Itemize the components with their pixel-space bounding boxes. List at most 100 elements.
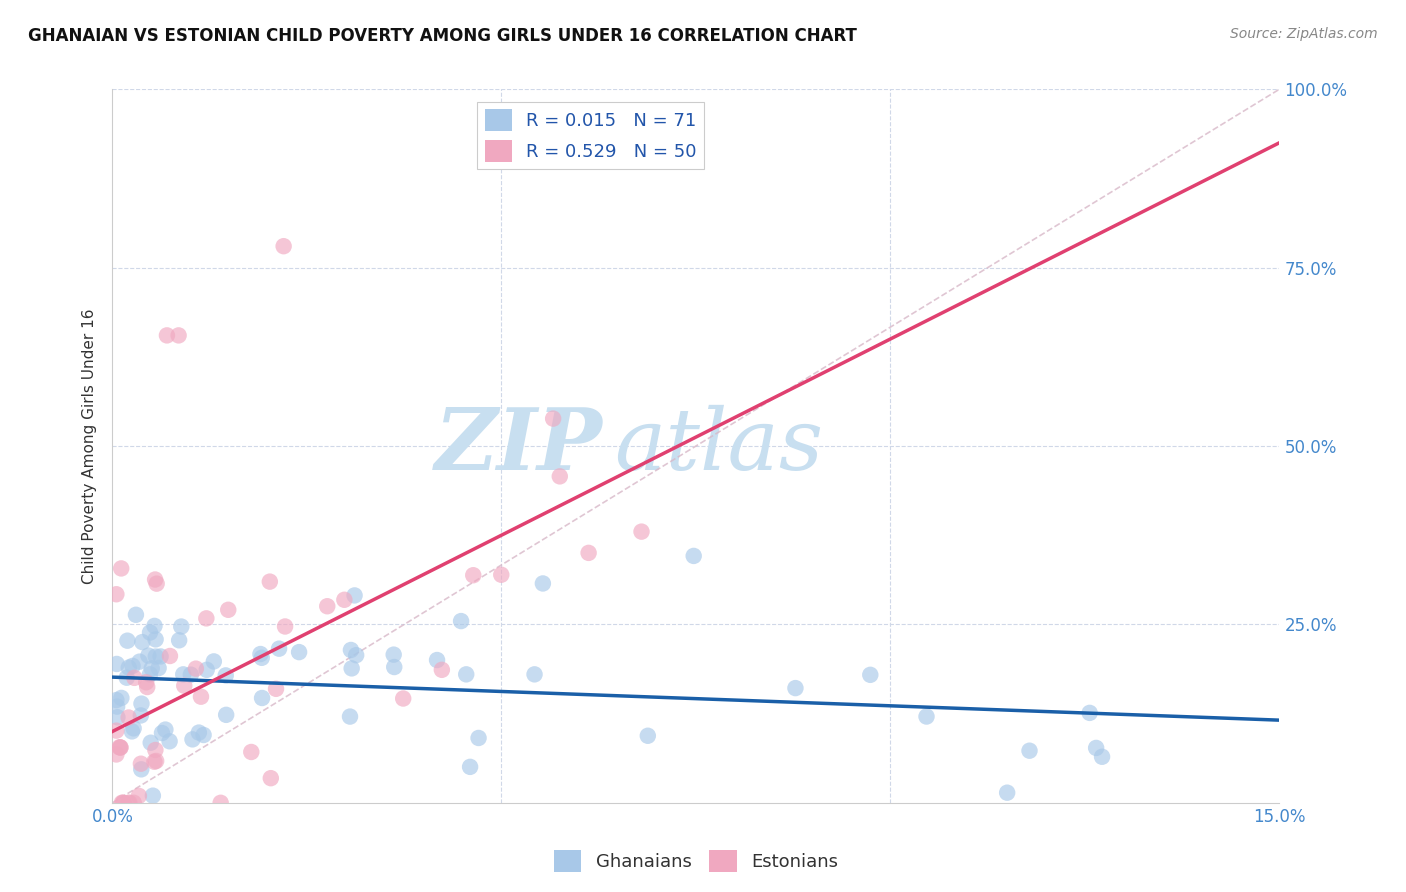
Point: [190, 690, 212, 704]
Point: [531, 576, 554, 591]
Point: [141, 661, 163, 675]
Point: [156, 328, 179, 343]
Point: [340, 661, 363, 675]
Point: [105, 657, 128, 671]
Point: [135, 675, 157, 690]
Point: [382, 648, 405, 662]
Point: [193, 728, 215, 742]
Point: [108, 740, 131, 755]
Text: Source: ZipAtlas.com: Source: ZipAtlas.com: [1230, 27, 1378, 41]
Point: [128, 655, 150, 669]
Point: [105, 693, 128, 707]
Point: [143, 755, 166, 769]
Point: [110, 740, 132, 755]
Point: [122, 722, 145, 736]
Point: [995, 786, 1018, 800]
Point: [117, 710, 139, 724]
Point: [260, 771, 283, 785]
Point: [118, 660, 141, 674]
Point: [630, 524, 652, 539]
Point: [159, 648, 181, 663]
Point: [344, 648, 367, 663]
Point: [217, 603, 239, 617]
Point: [316, 599, 339, 614]
Point: [426, 653, 449, 667]
Point: [267, 641, 290, 656]
Point: [392, 691, 415, 706]
Text: ZIP: ZIP: [434, 404, 603, 488]
Point: [181, 732, 204, 747]
Point: [148, 661, 170, 675]
Point: [149, 649, 172, 664]
Point: [136, 680, 159, 694]
Point: [467, 731, 489, 745]
Point: [117, 633, 139, 648]
Legend: Ghanaians, Estonians: Ghanaians, Estonians: [547, 843, 845, 880]
Point: [491, 567, 513, 582]
Point: [250, 691, 273, 706]
Point: [159, 734, 181, 748]
Point: [145, 576, 167, 591]
Point: [115, 671, 138, 685]
Y-axis label: Child Poverty Among Girls Under 16: Child Poverty Among Girls Under 16: [82, 309, 97, 583]
Point: [202, 654, 225, 668]
Point: [340, 643, 363, 657]
Point: [1018, 744, 1040, 758]
Point: [145, 743, 167, 757]
Point: [129, 756, 152, 771]
Point: [184, 662, 207, 676]
Point: [264, 681, 287, 696]
Point: [1091, 749, 1114, 764]
Point: [240, 745, 263, 759]
Point: [430, 663, 453, 677]
Point: [122, 796, 145, 810]
Point: [118, 796, 141, 810]
Point: [288, 645, 311, 659]
Point: [145, 649, 167, 664]
Point: [915, 709, 938, 723]
Point: [167, 328, 190, 343]
Point: [121, 659, 143, 673]
Point: [343, 589, 366, 603]
Point: [250, 650, 273, 665]
Point: [859, 668, 882, 682]
Point: [124, 671, 146, 685]
Point: [143, 573, 166, 587]
Point: [172, 667, 194, 681]
Point: [195, 663, 218, 677]
Point: [458, 760, 481, 774]
Point: [167, 633, 190, 648]
Point: [110, 690, 132, 705]
Point: [155, 723, 177, 737]
Point: [215, 668, 238, 682]
Point: [180, 667, 202, 681]
Point: [249, 647, 271, 661]
Point: [259, 574, 281, 589]
Point: [170, 619, 193, 633]
Point: [139, 667, 162, 681]
Point: [131, 635, 153, 649]
Point: [143, 619, 166, 633]
Point: [195, 611, 218, 625]
Point: [529, 132, 551, 146]
Text: atlas: atlas: [614, 405, 824, 487]
Point: [125, 607, 148, 622]
Point: [142, 789, 165, 803]
Point: [131, 697, 153, 711]
Point: [145, 632, 167, 647]
Point: [173, 679, 195, 693]
Point: [150, 726, 173, 740]
Point: [215, 707, 238, 722]
Point: [1085, 740, 1108, 755]
Text: GHANAIAN VS ESTONIAN CHILD POVERTY AMONG GIRLS UNDER 16 CORRELATION CHART: GHANAIAN VS ESTONIAN CHILD POVERTY AMONG…: [28, 27, 858, 45]
Point: [121, 724, 143, 739]
Point: [463, 568, 485, 582]
Point: [107, 710, 129, 724]
Point: [209, 796, 232, 810]
Point: [785, 681, 807, 695]
Point: [105, 723, 128, 738]
Point: [112, 796, 135, 810]
Point: [111, 796, 134, 810]
Point: [110, 561, 132, 575]
Point: [339, 709, 361, 723]
